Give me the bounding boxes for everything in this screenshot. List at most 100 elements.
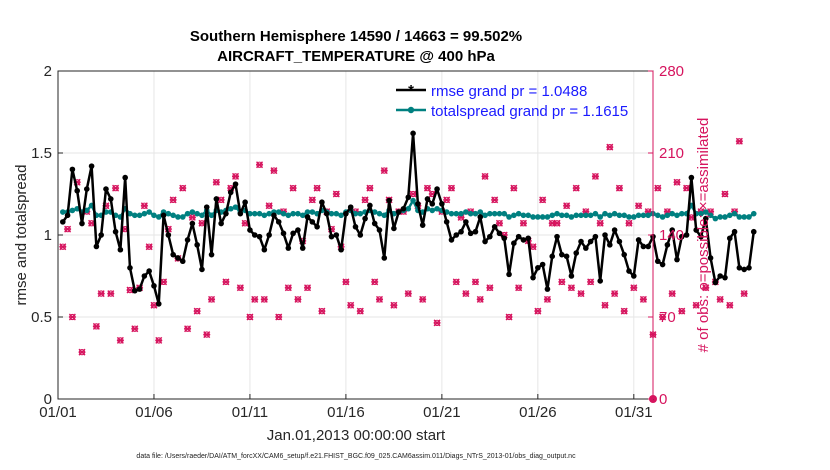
rmse-point	[501, 235, 508, 242]
rmse-point	[654, 258, 661, 265]
y-axis-left: 0 0.5 1 1.5 2	[31, 63, 63, 408]
rmse-point	[83, 186, 90, 192]
y-axis-right-label: # of obs: o=possible; ×=assimilated	[695, 118, 712, 353]
totalspread-point	[170, 212, 176, 219]
rmse-point	[386, 197, 392, 204]
totalspread-point	[448, 210, 455, 217]
rmse-point	[496, 230, 503, 237]
obs-assimilated-point	[419, 295, 427, 303]
rmse-point	[525, 235, 532, 242]
obs-assimilated-point	[519, 219, 527, 227]
totalspread-point	[702, 209, 709, 215]
obs-assimilated-point	[332, 190, 340, 198]
totalspread-point	[698, 210, 704, 217]
x-axis: 01/01 01/06 01/11 01/16 01/21 01/26 01/31	[39, 394, 653, 421]
totalspread-point	[189, 209, 196, 215]
rmse-point	[237, 210, 244, 217]
rmse-point	[213, 196, 220, 202]
totalspread-point	[626, 214, 632, 220]
totalspread-point	[726, 212, 733, 219]
rmse-point	[539, 261, 546, 268]
obs-assimilated-point	[615, 184, 623, 192]
obs-assimilated-point	[740, 290, 748, 298]
totalspread-point	[544, 214, 551, 220]
totalspread-point	[458, 210, 464, 217]
rmse-point	[400, 205, 407, 212]
totalspread-point	[453, 210, 460, 217]
rmse-point	[693, 227, 699, 233]
totalspread-point	[583, 212, 589, 219]
rmse-point	[702, 215, 709, 222]
obs-assimilated-point	[726, 301, 734, 309]
x-tick-label: 01/16	[327, 404, 365, 421]
obs-assimilated-point	[558, 278, 566, 286]
obs-assimilated-point	[721, 190, 729, 198]
rmse-point	[203, 204, 210, 210]
totalspread-point	[549, 212, 556, 219]
rmse-point	[333, 232, 340, 238]
obs-assimilated-point	[169, 196, 177, 204]
rmse-point	[271, 212, 277, 219]
obs-assimilated-point	[625, 219, 633, 227]
obs-assimilated-point	[639, 295, 647, 303]
obs-assimilated-point	[601, 301, 609, 309]
totalspread-point	[83, 207, 90, 214]
rmse-point	[621, 251, 628, 258]
totalspread-point	[151, 212, 157, 219]
rmse-point	[299, 245, 306, 251]
obs-assimilated-point	[256, 161, 264, 169]
totalspread-point	[664, 212, 671, 219]
totalspread-point	[482, 212, 488, 219]
rmse-point	[352, 224, 359, 230]
rmse-point	[544, 286, 551, 292]
obs-assimilated-point	[131, 325, 139, 333]
totalspread-point	[136, 212, 143, 219]
obs-assimilated-point	[160, 278, 168, 286]
obs-assimilated-point	[193, 307, 201, 315]
x-axis-label: Jan.01,2013 00:00:00 start	[267, 427, 446, 444]
obs-assimilated-point	[577, 290, 585, 298]
totalspread-point	[746, 214, 752, 220]
rmse-point	[74, 187, 80, 194]
rmse-point	[453, 232, 460, 238]
totalspread-point	[165, 210, 172, 217]
rmse-point	[338, 246, 344, 253]
rmse-point	[463, 219, 469, 225]
rmse-point	[419, 222, 426, 228]
totalspread-point	[410, 197, 416, 204]
rmse-point	[223, 210, 229, 217]
totalspread-point	[127, 210, 133, 217]
rmse-point	[362, 215, 368, 222]
obs-assimilated-point	[481, 172, 489, 180]
totalspread-point	[381, 212, 388, 219]
obs-assimilated-point	[404, 290, 412, 298]
totalspread-point	[208, 212, 215, 219]
rmse-point	[674, 256, 680, 263]
rmse-point	[645, 243, 652, 250]
totalspread-point	[568, 214, 575, 220]
obs-assimilated-point	[145, 243, 153, 251]
totalspread-point	[131, 212, 138, 219]
rmse-point	[688, 174, 695, 181]
obs-assimilated-point	[635, 202, 643, 210]
rmse-point	[415, 201, 421, 207]
rmse-point	[597, 278, 604, 284]
rmse-point	[64, 212, 71, 219]
rmse-point	[319, 199, 325, 205]
obs-assimilated-point	[308, 196, 316, 204]
obs-assimilated-point	[112, 184, 120, 192]
obs-assimilated-point	[246, 313, 254, 321]
totalspread-point	[376, 210, 383, 217]
obs-assimilated-point	[270, 167, 278, 175]
rmse-point	[357, 232, 364, 238]
obs-assimilated-point	[543, 295, 551, 303]
rmse-point	[251, 232, 258, 238]
rmse-point	[199, 266, 205, 273]
rmse-point	[626, 268, 632, 274]
rmse-point	[592, 233, 599, 240]
totalspread-point	[501, 210, 508, 217]
obs-assimilated-point	[611, 290, 619, 298]
totalspread-point	[659, 214, 666, 220]
totalspread-point	[357, 210, 364, 217]
rmse-point	[511, 240, 517, 246]
